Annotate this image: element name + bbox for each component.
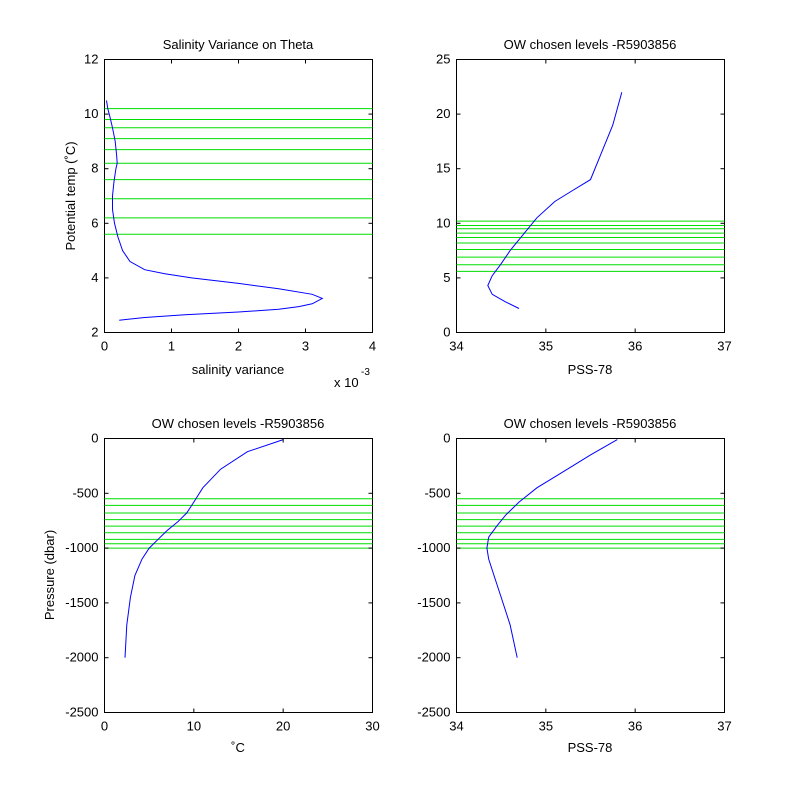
x-tick-label: 34 — [449, 719, 463, 734]
y-axis-label: Potential temp (˚C) — [63, 141, 78, 250]
y-tick-label: -1500 — [65, 595, 98, 610]
y-tick-label: 12 — [84, 52, 98, 67]
axes-box — [104, 59, 373, 333]
series-line — [487, 92, 623, 309]
x-tick-label: 3 — [302, 339, 309, 354]
y-tick-label: 15 — [436, 161, 450, 176]
y-tick-label: -1000 — [65, 540, 98, 555]
y-tick-label: -2500 — [65, 705, 98, 720]
x-tick-label: 37 — [717, 339, 731, 354]
data-series — [486, 439, 618, 658]
panel-theta-salinity: 34 35 36 37 0 5 10 15 20 25 OW chosen levels -R59… — [436, 37, 732, 377]
series-line — [124, 439, 284, 658]
x-tick-label: 35 — [539, 339, 553, 354]
tick-marks: 34 35 36 37 -2500 -2000 -1500 -1000 -500 0 — [417, 431, 731, 734]
chart-title: OW chosen levels -R5903856 — [504, 416, 677, 431]
axes-box — [456, 438, 725, 713]
y-tick-label: 2 — [91, 325, 98, 340]
chart-title: Salinity Variance on Theta — [163, 37, 314, 52]
chosen-levels — [104, 498, 373, 549]
x-tick-label: 37 — [717, 719, 731, 734]
x-tick-label: 36 — [628, 339, 642, 354]
panel-pressure-temperature: 0 10 20 30 -2500 -2000 -1500 -1000 -500 0 OW chos… — [42, 416, 380, 755]
axes-box — [104, 438, 373, 713]
y-tick-label: 25 — [436, 52, 450, 67]
axes-box — [456, 59, 725, 333]
chosen-levels — [456, 498, 725, 549]
tick-marks: 34 35 36 37 0 5 10 15 20 25 — [436, 52, 732, 354]
y-tick-label: -2500 — [417, 705, 450, 720]
y-tick-label: -2000 — [417, 650, 450, 665]
x-tick-label: 35 — [539, 719, 553, 734]
data-series — [487, 92, 623, 309]
chosen-levels — [456, 220, 725, 272]
x-tick-label: 34 — [449, 339, 463, 354]
y-tick-label: 20 — [436, 106, 450, 121]
x-tick-label: 36 — [628, 719, 642, 734]
y-tick-label: 8 — [91, 161, 98, 176]
y-tick-label: -500 — [424, 485, 450, 500]
y-tick-label: -500 — [72, 485, 98, 500]
y-tick-label: 0 — [91, 431, 98, 446]
x-axis-label: ˚C — [231, 740, 245, 755]
y-tick-label: 10 — [436, 215, 450, 230]
x-axis-label: PSS-78 — [568, 740, 613, 755]
data-series — [124, 439, 284, 658]
tick-marks: 0 10 20 30 -2500 -2000 -1500 -1000 -500 0 — [65, 431, 379, 734]
x-tick-label: 30 — [365, 719, 379, 734]
x-tick-label: 20 — [276, 719, 290, 734]
y-tick-label: 4 — [91, 270, 98, 285]
y-axis-label: Pressure (dbar) — [42, 530, 57, 620]
data-series — [106, 100, 324, 321]
y-tick-label: 0 — [443, 431, 450, 446]
x-axis-multiplier-exponent: -3 — [361, 367, 370, 378]
y-tick-label: 10 — [84, 106, 98, 121]
panel-pressure-salinity: 34 35 36 37 -2500 -2000 -1500 -1000 -500 0 OW cho… — [417, 416, 731, 755]
x-tick-label: 4 — [369, 339, 376, 354]
x-axis-label: PSS-78 — [568, 362, 613, 377]
series-line — [486, 439, 618, 658]
x-tick-label: 0 — [101, 339, 108, 354]
x-tick-label: 0 — [101, 719, 108, 734]
y-tick-label: -2000 — [65, 650, 98, 665]
y-tick-label: -1500 — [417, 595, 450, 610]
x-tick-label: 2 — [235, 339, 242, 354]
chosen-levels — [104, 108, 373, 235]
x-axis-label: salinity variance — [192, 362, 285, 377]
y-tick-label: 5 — [443, 270, 450, 285]
series-line — [106, 100, 324, 321]
x-tick-label: 10 — [187, 719, 201, 734]
x-axis-multiplier: x 10 — [334, 375, 359, 390]
chart-title: OW chosen levels -R5903856 — [504, 37, 677, 52]
y-tick-label: 6 — [91, 215, 98, 230]
y-tick-label: -1000 — [417, 540, 450, 555]
chart-title: OW chosen levels -R5903856 — [152, 416, 325, 431]
y-tick-label: 0 — [443, 325, 450, 340]
x-tick-label: 1 — [168, 339, 175, 354]
